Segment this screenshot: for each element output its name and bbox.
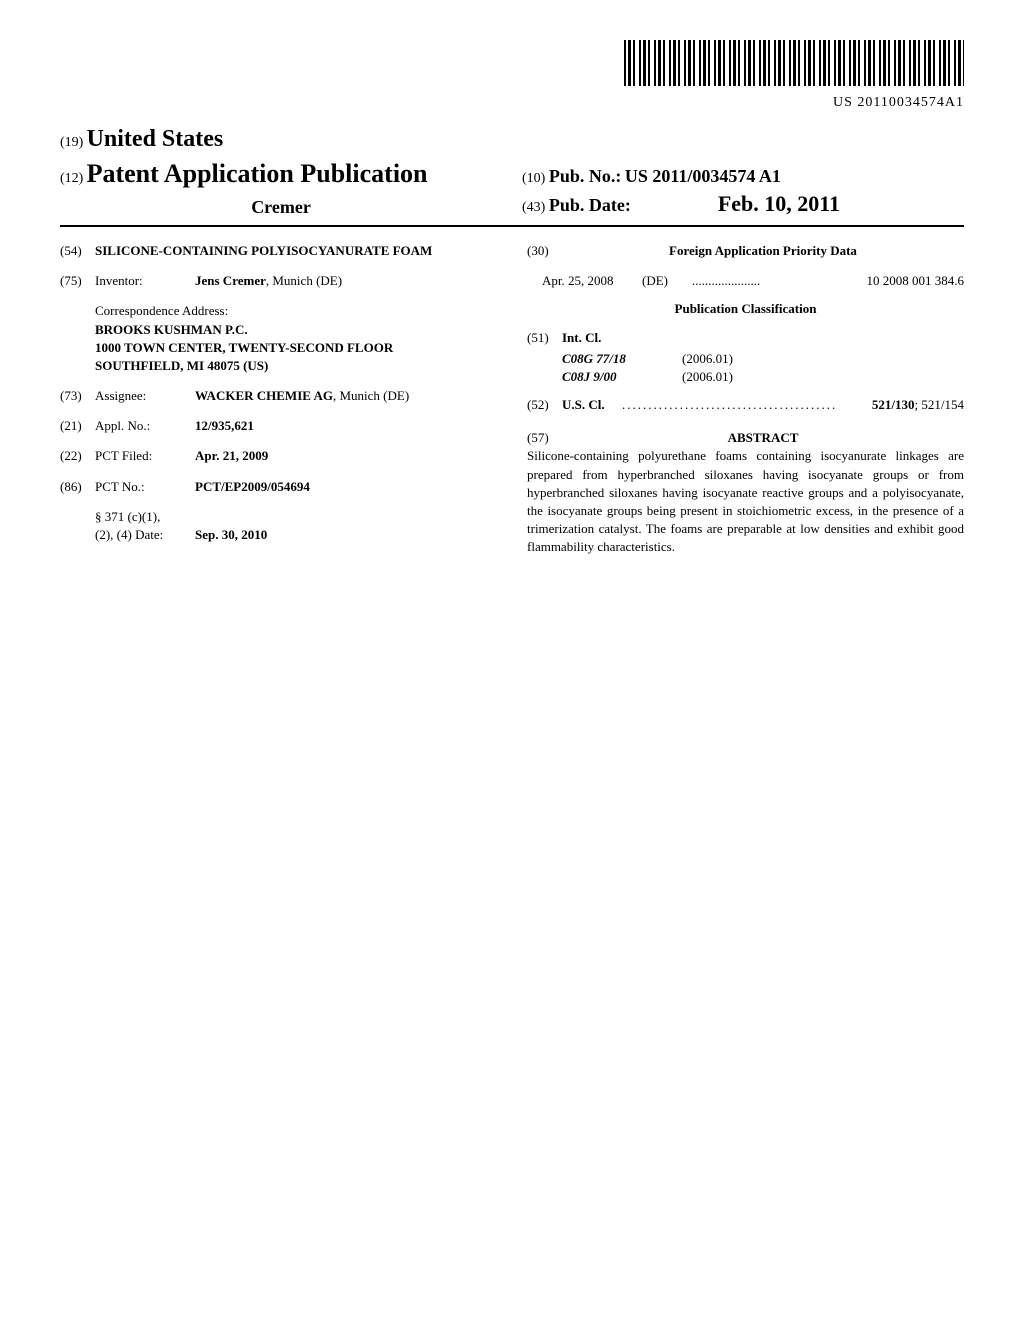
author-name: Cremer (60, 195, 502, 220)
barcode-graphic (624, 40, 964, 86)
foreign-priority-heading: Foreign Application Priority Data (562, 242, 964, 260)
header-right: (10) Pub. No.: US 2011/0034574 A1 (43) P… (502, 164, 964, 220)
pub-date-label: Pub. Date: (549, 195, 631, 215)
pub-no-value: US 2011/0034574 A1 (625, 166, 781, 186)
int-cl-code: (51) (527, 329, 562, 347)
priority-dots: ..................... (692, 272, 867, 290)
abstract-code: (57) (527, 429, 562, 447)
pct-filed-row: (22) PCT Filed: Apr. 21, 2009 (60, 447, 497, 465)
appl-row: (21) Appl. No.: 12/935,621 (60, 417, 497, 435)
correspondence-line3: SOUTHFIELD, MI 48075 (US) (95, 357, 497, 375)
pub-no-code: (10) (522, 171, 545, 186)
section-371-block: § 371 (c)(1), (2), (4) Date: Sep. 30, 20… (95, 508, 497, 544)
correspondence-line1: BROOKS KUSHMAN P.C. (95, 321, 497, 339)
inventor-value: Jens Cremer, Munich (DE) (195, 272, 497, 290)
pct-no-code: (86) (60, 478, 95, 496)
pub-no-label: Pub. No.: (549, 166, 622, 186)
correspondence-line2: 1000 TOWN CENTER, TWENTY-SECOND FLOOR (95, 339, 497, 357)
class-item-0: C08G 77/18 (2006.01) (562, 350, 964, 368)
class-year-1: (2006.01) (682, 368, 964, 386)
us-cl-secondary: ; 521/154 (915, 397, 964, 412)
assignee-label: Assignee: (95, 387, 195, 405)
inventor-name: Jens Cremer (195, 273, 266, 288)
title-row: (54) SILICONE-CONTAINING POLYISOCYANURAT… (60, 242, 497, 260)
barcode-number: US 20110034574A1 (60, 93, 964, 113)
us-cl-row: (52) U.S. Cl. ..........................… (527, 396, 964, 414)
class-item-1: C08J 9/00 (2006.01) (562, 368, 964, 386)
pct-no-value: PCT/EP2009/054694 (195, 478, 497, 496)
int-cl-label: Int. Cl. (562, 329, 622, 347)
section-371-date: Sep. 30, 2010 (195, 526, 267, 544)
section-371-label: § 371 (c)(1), (95, 508, 497, 526)
inventor-code: (75) (60, 272, 95, 290)
us-cl-values-block: 521/130; 521/154 (872, 396, 964, 414)
left-column: (54) SILICONE-CONTAINING POLYISOCYANURAT… (60, 242, 497, 557)
class-code-1: C08J 9/00 (562, 368, 682, 386)
content-columns: (54) SILICONE-CONTAINING POLYISOCYANURAT… (60, 242, 964, 557)
classification-heading: Publication Classification (527, 300, 964, 318)
foreign-priority-code: (30) (527, 242, 562, 260)
appl-value: 12/935,621 (195, 417, 497, 435)
assignee-row: (73) Assignee: WACKER CHEMIE AG, Munich … (60, 387, 497, 405)
us-cl-dots: ........................................… (622, 396, 872, 414)
pub-type-code: (12) (60, 171, 83, 186)
pct-filed-label: PCT Filed: (95, 447, 195, 465)
country-name: United States (87, 126, 224, 152)
correspondence-label: Correspondence Address: (95, 302, 497, 320)
assignee-code: (73) (60, 387, 95, 405)
pct-no-row: (86) PCT No.: PCT/EP2009/054694 (60, 478, 497, 496)
priority-number: 10 2008 001 384.6 (867, 272, 965, 290)
pub-type: Patent Application Publication (87, 159, 428, 188)
title-code: (54) (60, 242, 95, 260)
assignee-value-block: WACKER CHEMIE AG, Munich (DE) (195, 387, 497, 405)
abstract-heading-row: (57) ABSTRACT (527, 429, 964, 447)
class-code-0: C08G 77/18 (562, 350, 682, 368)
section-371-sub: (2), (4) Date: (95, 526, 195, 544)
foreign-priority-heading-row: (30) Foreign Application Priority Data (527, 242, 964, 260)
assignee-value: WACKER CHEMIE AG (195, 388, 333, 403)
pub-no-line: (10) Pub. No.: US 2011/0034574 A1 (522, 164, 964, 189)
pct-filed-value: Apr. 21, 2009 (195, 447, 497, 465)
country-code: (19) (60, 135, 83, 150)
inventor-label: Inventor: (95, 272, 195, 290)
appl-label: Appl. No.: (95, 417, 195, 435)
header-left: (19) United States (12) Patent Applicati… (60, 123, 502, 220)
assignee-location: , Munich (DE) (333, 388, 409, 403)
int-cl-row: (51) Int. Cl. (527, 329, 964, 347)
inventor-location: , Munich (DE) (266, 273, 342, 288)
right-column: (30) Foreign Application Priority Data A… (527, 242, 964, 557)
abstract-text: Silicone-containing polyurethane foams c… (527, 447, 964, 556)
barcode-section: US 20110034574A1 (60, 40, 964, 113)
priority-data-row: Apr. 25, 2008 (DE) .....................… (542, 272, 964, 290)
pub-type-line: (12) Patent Application Publication (60, 156, 502, 192)
pub-date-line: (43) Pub. Date: Feb. 10, 2011 (522, 189, 964, 220)
pub-date-code: (43) (522, 200, 545, 215)
country-line: (19) United States (60, 123, 502, 157)
us-cl-label: U.S. Cl. (562, 396, 622, 414)
pct-no-label: PCT No.: (95, 478, 195, 496)
title-text: SILICONE-CONTAINING POLYISOCYANURATE FOA… (95, 242, 432, 260)
appl-code: (21) (60, 417, 95, 435)
section-371-date-row: (2), (4) Date: Sep. 30, 2010 (95, 526, 497, 544)
header-row: (19) United States (12) Patent Applicati… (60, 123, 964, 227)
priority-country: (DE) (642, 272, 692, 290)
abstract-heading: ABSTRACT (562, 429, 964, 447)
pct-filed-code: (22) (60, 447, 95, 465)
us-cl-primary: 521/130 (872, 397, 915, 412)
class-year-0: (2006.01) (682, 350, 964, 368)
us-cl-code: (52) (527, 396, 562, 414)
pub-date-value: Feb. 10, 2011 (718, 191, 840, 216)
inventor-row: (75) Inventor: Jens Cremer, Munich (DE) (60, 272, 497, 290)
correspondence-block: Correspondence Address: BROOKS KUSHMAN P… (95, 302, 497, 375)
priority-date: Apr. 25, 2008 (542, 272, 642, 290)
